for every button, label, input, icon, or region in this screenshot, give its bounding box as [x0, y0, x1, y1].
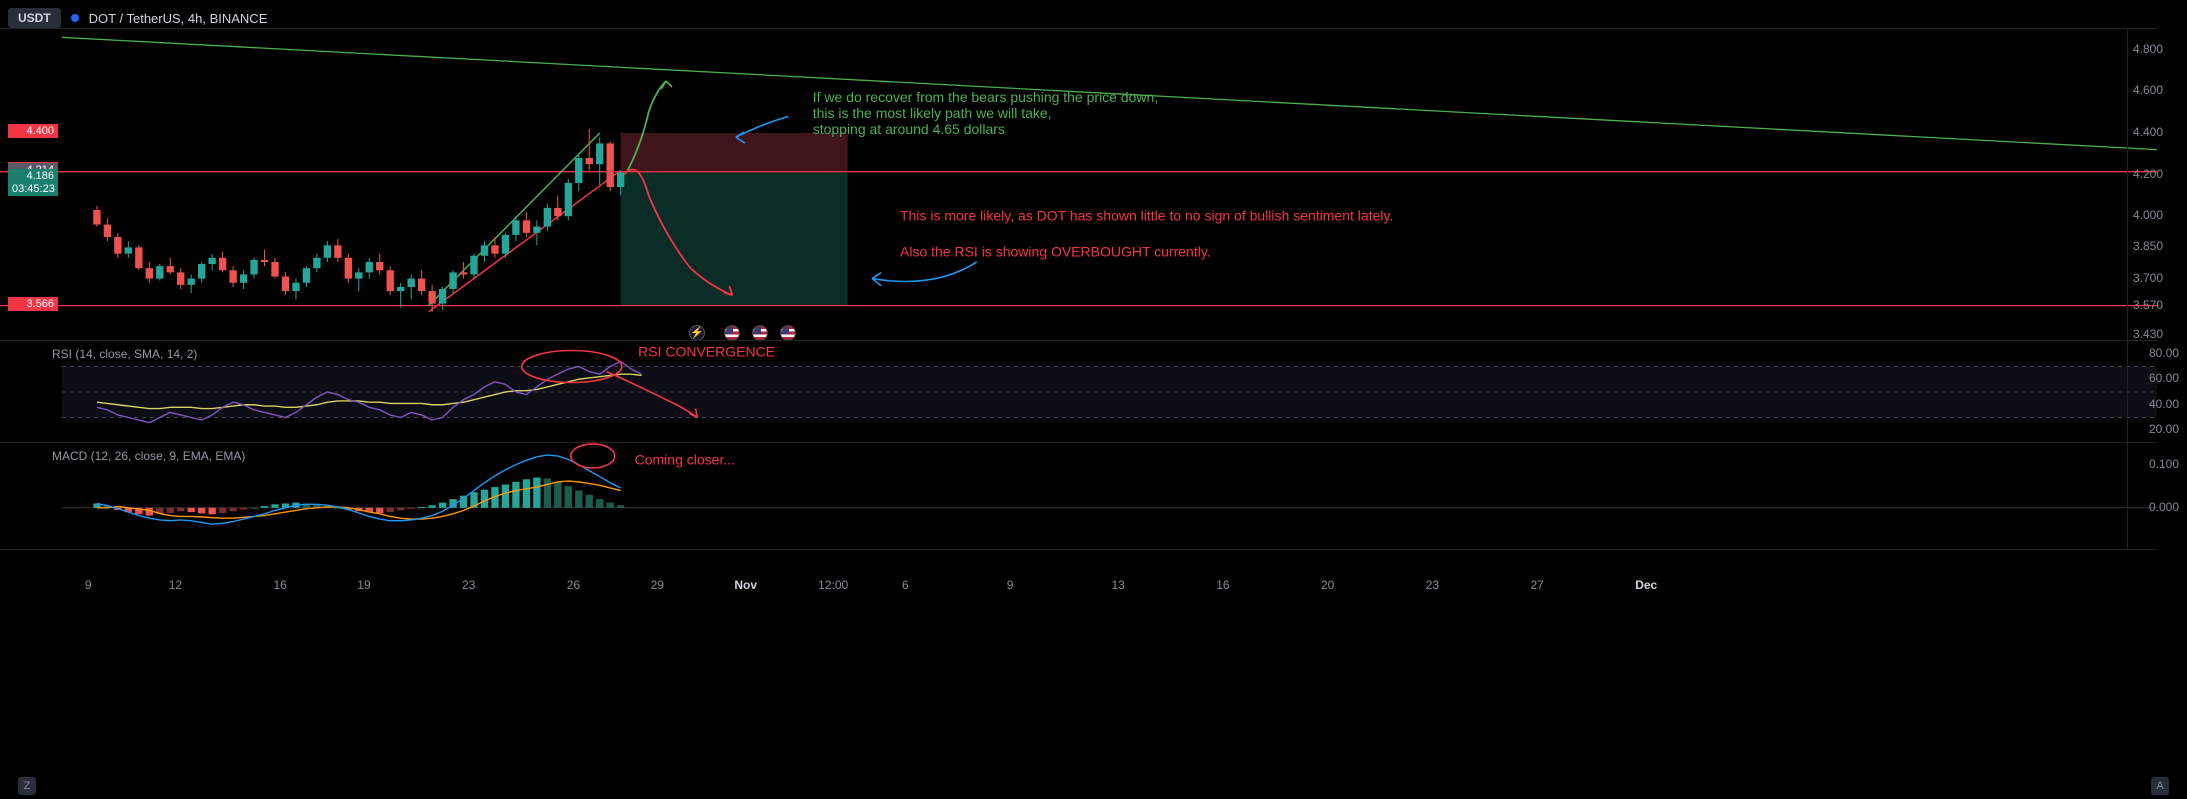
- time-tick-label: 6: [902, 578, 909, 592]
- price-tag: 4.186: [8, 169, 58, 183]
- price-tag: 3.566: [8, 297, 58, 311]
- bolt-icon: ⚡: [689, 325, 705, 341]
- flag-icon: [752, 325, 768, 341]
- y-tick-label: 4.600: [2133, 83, 2179, 97]
- time-axis[interactable]: 9 12 16 19 23 26 29 Nov 12:00 6 9 13 16 20 23 27 Dec: [0, 574, 2187, 598]
- y-tick-label: 3.430: [2133, 327, 2179, 341]
- time-tick-label: 23: [1426, 578, 1439, 592]
- y-tick-label: 60.00: [2149, 371, 2179, 385]
- flag-icon: [724, 325, 740, 341]
- time-tick-label: 19: [357, 578, 370, 592]
- y-tick-label: 4.200: [2133, 167, 2179, 181]
- rsi-pane[interactable]: RSI (14, close, SMA, 14, 2) RSI CONVERGE…: [0, 340, 2157, 442]
- y-tick-label: 3.700: [2133, 271, 2179, 285]
- time-tick-label: 27: [1530, 578, 1543, 592]
- time-tick-label: 23: [462, 578, 475, 592]
- svg-text:Also the RSI is showing OVERBO: Also the RSI is showing OVERBOUGHT curre…: [900, 243, 1211, 259]
- time-tick-label: 29: [651, 578, 664, 592]
- time-tick-label: 12: [169, 578, 182, 592]
- y-tick-label: 4.400: [2133, 125, 2179, 139]
- macd-pane[interactable]: MACD (12, 26, close, 9, EMA, EMA) Coming…: [0, 442, 2157, 550]
- time-tick-label: 9: [1007, 578, 1014, 592]
- svg-text:stopping at around 4.65 dollar: stopping at around 4.65 dollars: [813, 121, 1005, 137]
- svg-text:This is more likely, as DOT ha: This is more likely, as DOT has shown li…: [900, 207, 1393, 223]
- y-tick-label: 4.800: [2133, 42, 2179, 56]
- svg-text:If we do recover from the bear: If we do recover from the bears pushing …: [813, 89, 1159, 105]
- status-dot-icon: [71, 14, 79, 22]
- y-tick-label: 40.00: [2149, 397, 2179, 411]
- time-tick-label: 16: [273, 578, 286, 592]
- y-tick-label: 3.850: [2133, 239, 2179, 253]
- svg-text:this is the most likely path w: this is the most likely path we will tak…: [813, 105, 1052, 121]
- flag-icon: [780, 325, 796, 341]
- svg-text:Coming closer...: Coming closer...: [635, 452, 735, 468]
- price-tag: 4.400: [8, 124, 58, 138]
- time-tick-label: 26: [567, 578, 580, 592]
- svg-text:RSI CONVERGENCE: RSI CONVERGENCE: [638, 343, 775, 359]
- time-tick-label: 20: [1321, 578, 1334, 592]
- price-chart-pane[interactable]: If we do recover from the bears pushing …: [0, 28, 2157, 340]
- y-tick-label: 80.00: [2149, 346, 2179, 360]
- time-tick-label: 13: [1111, 578, 1124, 592]
- time-tick-label: Dec: [1635, 578, 1657, 592]
- time-tick-label: Nov: [734, 578, 757, 592]
- quote-currency-badge[interactable]: USDT: [8, 8, 61, 28]
- time-tick-label: 9: [85, 578, 92, 592]
- y-tick-label: 4.000: [2133, 208, 2179, 222]
- symbol-title[interactable]: DOT / TetherUS, 4h, BINANCE: [89, 11, 268, 26]
- y-tick-label: 0.100: [2149, 457, 2179, 471]
- price-tag: 03:45:23: [8, 182, 58, 196]
- time-tick-label: 16: [1216, 578, 1229, 592]
- timezone-button[interactable]: Z: [18, 777, 36, 795]
- time-tick-label: 12:00: [818, 578, 848, 592]
- auto-scale-button[interactable]: A: [2151, 777, 2169, 795]
- y-tick-label: 20.00: [2149, 422, 2179, 436]
- y-tick-label: 0.000: [2149, 500, 2179, 514]
- y-tick-label: 3.570: [2133, 298, 2179, 312]
